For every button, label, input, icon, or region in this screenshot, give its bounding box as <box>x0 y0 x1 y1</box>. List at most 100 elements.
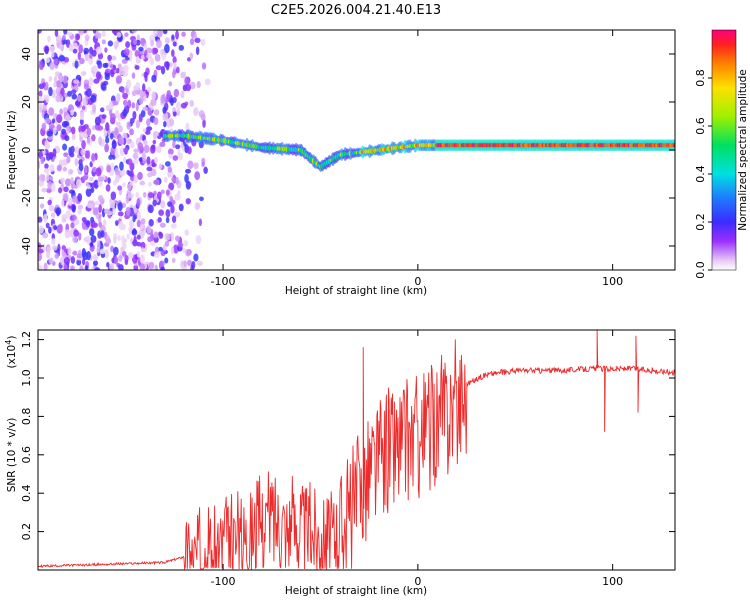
heatmap-cell <box>156 39 162 49</box>
heatmap-cell <box>80 71 87 77</box>
heatmap-cell <box>135 191 140 199</box>
heatmap-cell <box>82 175 89 181</box>
heatmap-cell <box>133 148 140 153</box>
heatmap-cell <box>63 107 68 113</box>
heatmap-cell <box>193 162 199 170</box>
heatmap-cell <box>94 267 101 270</box>
heatmap-cell <box>68 43 74 52</box>
heatmap-cell <box>77 95 82 102</box>
heatmap-cell <box>122 157 127 164</box>
heatmap-cell <box>43 213 48 224</box>
heatmap-cell <box>178 203 184 212</box>
heatmap-cell <box>42 103 47 112</box>
heatmap-cell <box>85 88 92 98</box>
heatmap-cell <box>47 35 51 43</box>
heatmap-cell <box>75 33 81 41</box>
heatmap-cell <box>146 118 151 127</box>
snr-y-multiplier: (x104) <box>4 336 18 369</box>
spectrogram-x-tick-label: 100 <box>602 275 623 288</box>
heatmap-cell <box>125 206 131 217</box>
heatmap-cell <box>140 247 145 253</box>
heatmap-cell <box>74 158 79 167</box>
heatmap-cell <box>72 48 78 54</box>
heatmap-cell <box>93 78 100 84</box>
heatmap-cell <box>105 237 112 244</box>
snr-y-ticks: 0.2 0.4 0.6 0.8 1.0 1.2 <box>20 331 675 540</box>
heatmap-cell <box>163 176 168 183</box>
heatmap-cell <box>153 190 157 196</box>
heatmap-cell <box>62 34 67 41</box>
heatmap-cell <box>47 151 54 159</box>
heatmap-cell <box>44 163 49 169</box>
heatmap-cell <box>136 219 142 228</box>
heatmap-cell <box>135 55 140 64</box>
colorbar-tick-label: 0.2 <box>694 213 707 231</box>
heatmap-cell <box>42 82 46 87</box>
heatmap-cell <box>76 259 82 266</box>
heatmap-cell <box>74 219 80 226</box>
heatmap-cell <box>97 216 102 223</box>
heatmap-cell <box>155 65 162 71</box>
heatmap-cell <box>43 168 50 174</box>
spectrogram-heat-layer <box>38 30 675 270</box>
heatmap-cell <box>79 57 85 65</box>
heatmap-cell <box>154 156 158 164</box>
heatmap-cell <box>166 90 172 99</box>
heatmap-cell <box>95 167 102 177</box>
heatmap-cell <box>61 217 67 223</box>
heatmap-cell <box>42 232 49 239</box>
heatmap-cell <box>124 32 129 37</box>
heatmap-cell <box>38 262 41 270</box>
heatmap-cell <box>133 235 137 244</box>
heatmap-cell <box>92 260 99 266</box>
heatmap-cell <box>94 116 101 126</box>
heatmap-cell <box>108 154 113 160</box>
heatmap-cell <box>83 83 89 90</box>
heatmap-cell <box>86 137 91 144</box>
heatmap-cell <box>104 47 108 53</box>
heatmap-cell <box>195 46 200 56</box>
heatmap-cell <box>189 100 195 107</box>
heatmap-cell <box>135 119 141 129</box>
heatmap-cell <box>58 187 63 194</box>
heatmap-cell <box>84 265 89 270</box>
heatmap-cell <box>153 117 159 126</box>
heatmap-cell <box>131 228 138 236</box>
heatmap-cell <box>59 108 64 115</box>
heatmap-cell <box>196 81 201 89</box>
heatmap-cell <box>56 114 63 124</box>
heatmap-cell <box>185 198 191 205</box>
heatmap-cell <box>70 109 75 116</box>
heatmap-cell <box>43 262 48 270</box>
heatmap-cell <box>107 177 111 184</box>
heatmap-cell <box>186 259 193 267</box>
heatmap-cell <box>184 173 189 184</box>
heatmap-cell <box>117 185 123 191</box>
heatmap-cell <box>69 228 75 238</box>
heatmap-cell <box>78 30 84 36</box>
heatmap-cell <box>86 203 93 209</box>
heatmap-cell <box>63 30 68 35</box>
heatmap-cell <box>146 53 152 59</box>
heatmap-cell <box>168 118 175 127</box>
heatmap-cell <box>173 61 177 70</box>
spectrogram-y-ticks: -40 -20 0 20 40 <box>20 47 675 255</box>
heatmap-cell <box>122 64 129 73</box>
heatmap-cell <box>48 107 55 116</box>
colorbar-frame <box>711 29 737 271</box>
heatmap-cell <box>151 74 157 83</box>
chart-title: C2E5.2026.004.21.40.E13 <box>271 3 441 18</box>
heatmap-cell <box>54 30 59 37</box>
heatmap-cell <box>111 140 117 149</box>
heatmap-cell <box>68 198 73 207</box>
heatmap-cell <box>181 31 186 37</box>
heatmap-cell <box>62 143 68 151</box>
heatmap-cell <box>56 124 62 132</box>
heatmap-cell <box>114 167 119 176</box>
heatmap-cell <box>38 30 42 34</box>
heatmap-cell <box>80 132 87 138</box>
heatmap-cell <box>48 205 55 212</box>
heatmap-cell <box>92 30 97 34</box>
heatmap-cell <box>39 61 44 71</box>
heatmap-cell <box>139 89 146 98</box>
